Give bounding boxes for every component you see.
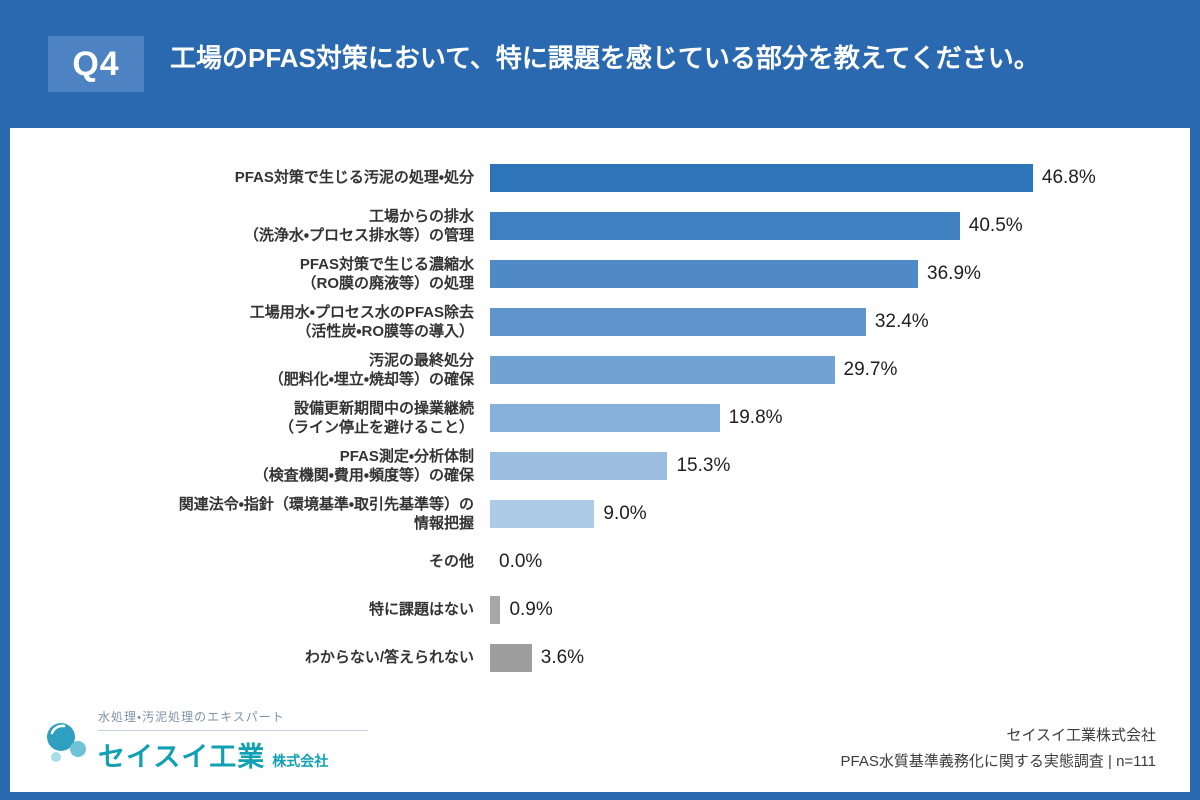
bar-value: 15.3% xyxy=(676,455,731,476)
bar-value: 32.4% xyxy=(874,311,929,332)
bar-label: PFAS対策で生じる濃縮水 （RO膜の廃液等）の処理 xyxy=(299,255,474,293)
footer: 水処理・汚泥処理のエキスパート セイスイ工業 株式会社 セイスイ工業株式会社 P… xyxy=(10,700,1190,792)
bar xyxy=(490,404,720,432)
bar-track: 0.9% xyxy=(490,596,1190,624)
chart-card: PFAS対策で生じる汚泥の処理・処分 46.8% 工場からの排水 （洗浄水・プロ… xyxy=(10,128,1190,792)
bar xyxy=(490,164,1033,192)
bar xyxy=(490,500,595,528)
chart-row: 工場からの排水 （洗浄水・プロセス排水等）の管理 40.5% xyxy=(10,202,1190,250)
bar xyxy=(490,452,668,480)
bar-track: 32.4% xyxy=(490,308,1190,336)
bar-track: 46.8% xyxy=(490,164,1190,192)
bar-label: 特に課題はない xyxy=(368,601,474,619)
question-badge: Q4 xyxy=(48,36,144,92)
bar-value: 46.8% xyxy=(1041,167,1096,188)
bar-label: PFAS対策で生じる汚泥の処理・処分 xyxy=(234,169,474,187)
bar xyxy=(490,260,919,288)
bar-value: 36.9% xyxy=(927,263,981,284)
bar-track: 36.9% xyxy=(490,260,1190,288)
source-survey: PFAS水質基準義務化に関する実態調査 | n=111 xyxy=(840,752,1157,770)
bar-label: 関連法令・指針（環境基準・取引先基準等）の 情報把握 xyxy=(178,495,474,533)
chart-row: 設備更新期間中の操業継続 （ライン停止を避けること） 19.8% xyxy=(10,394,1190,442)
source-company: セイスイ工業株式会社 xyxy=(1006,727,1156,744)
bar xyxy=(490,596,501,624)
brand-suffix: 株式会社 xyxy=(272,753,329,769)
bar-value: 29.7% xyxy=(843,359,898,380)
brand-tagline: 水処理・汚泥処理のエキスパート xyxy=(98,708,368,731)
bar-track: 0.0% xyxy=(490,548,1190,576)
brand-block: 水処理・汚泥処理のエキスパート セイスイ工業 株式会社 xyxy=(44,708,368,774)
bar-track: 29.7% xyxy=(490,356,1190,384)
chart-row: PFAS測定・分析体制 （検査機関・費用・頻度等）の確保 15.3% xyxy=(10,442,1190,490)
chart-row: PFAS対策で生じる汚泥の処理・処分 46.8% xyxy=(10,154,1190,202)
water-drop-logo-icon xyxy=(44,719,90,772)
bar-track: 3.6% xyxy=(490,644,1190,672)
chart-rows: PFAS対策で生じる汚泥の処理・処分 46.8% 工場からの排水 （洗浄水・プロ… xyxy=(10,128,1190,682)
bar-label: わからない/答えられない xyxy=(304,649,474,667)
bar-track: 15.3% xyxy=(490,452,1190,480)
bar-label: PFAS測定・分析体制 （検査機関・費用・頻度等）の確保 xyxy=(253,447,474,485)
bar-label: 汚泥の最終処分 （肥料化・埋立・焼却等）の確保 xyxy=(268,351,474,389)
bar xyxy=(490,356,835,384)
brand-text: 水処理・汚泥処理のエキスパート セイスイ工業 株式会社 xyxy=(98,708,368,774)
bar-value: 0.0% xyxy=(499,551,543,572)
bar-value: 19.8% xyxy=(728,407,783,428)
header: Q4 工場のPFAS対策において、特に課題を感じている部分を教えてください。 xyxy=(0,0,1200,92)
bar-track: 40.5% xyxy=(490,212,1190,240)
bar-value: 9.0% xyxy=(603,503,647,524)
bar-label: 工場用水・プロセス水のPFAS除去 （活性炭・RO膜等の導入） xyxy=(249,303,474,341)
chart-row: 汚泥の最終処分 （肥料化・埋立・焼却等）の確保 29.7% xyxy=(10,346,1190,394)
chart-row: 特に課題はない 0.9% xyxy=(10,586,1190,634)
bar-label: 工場からの排水 （洗浄水・プロセス排水等）の管理 xyxy=(243,207,474,245)
chart-row: PFAS対策で生じる濃縮水 （RO膜の廃液等）の処理 36.9% xyxy=(10,250,1190,298)
bar xyxy=(490,308,866,336)
bar-label: その他 xyxy=(428,553,474,571)
source-block: セイスイ工業株式会社 PFAS水質基準義務化に関する実態調査 | n=111 xyxy=(841,723,1157,774)
bar xyxy=(490,644,532,672)
brand-name: セイスイ工業 xyxy=(98,742,266,772)
bar-value: 0.9% xyxy=(509,599,553,620)
bar-track: 9.0% xyxy=(490,500,1190,528)
chart-row: 関連法令・指針（環境基準・取引先基準等）の 情報把握 9.0% xyxy=(10,490,1190,538)
bar-value: 40.5% xyxy=(968,215,1023,236)
bar-label: 設備更新期間中の操業継続 （ライン停止を避けること） xyxy=(278,399,474,437)
bar-value: 3.6% xyxy=(540,647,585,668)
page-title: 工場のPFAS対策において、特に課題を感じている部分を教えてください。 xyxy=(170,43,1040,73)
chart-row: 工場用水・プロセス水のPFAS除去 （活性炭・RO膜等の導入） 32.4% xyxy=(10,298,1190,346)
bar-track: 19.8% xyxy=(490,404,1190,432)
chart-row: その他 0.0% xyxy=(10,538,1190,586)
bar xyxy=(490,212,960,240)
chart-row: わからない/答えられない 3.6% xyxy=(10,634,1190,682)
